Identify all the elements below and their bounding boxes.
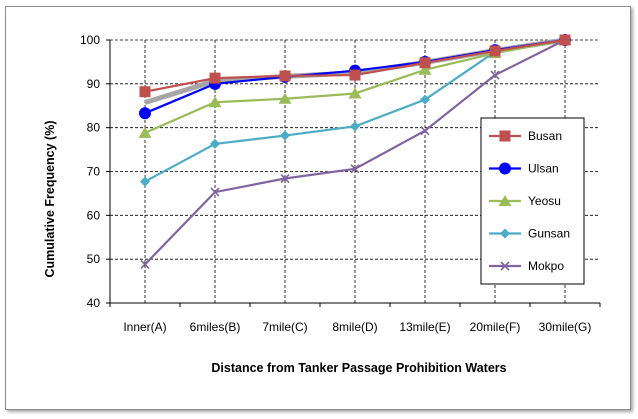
data-point [139, 86, 151, 98]
legend: Busan Ulsan Yeosu Gunsan Mokpo [480, 117, 585, 285]
x-tick-label: 8mile(D) [332, 320, 377, 334]
legend-label: Gunsan [528, 227, 570, 241]
data-point [280, 130, 290, 141]
data-point [138, 126, 152, 138]
y-tick-label: 70 [87, 165, 101, 179]
data-point [420, 94, 430, 105]
legend-marker [500, 261, 510, 271]
legend-entry-gunsan: Gunsan [489, 227, 570, 241]
axes [106, 39, 601, 307]
y-tick-labels: 40 50 60 70 80 90 100 [80, 33, 100, 310]
x-tick-label: 13mile(E) [399, 320, 450, 334]
legend-entry-yeosu: Yeosu [489, 194, 561, 208]
series-lines [138, 34, 572, 269]
data-point [140, 259, 150, 269]
data-point [348, 87, 362, 99]
data-point [489, 45, 501, 57]
x-tick-label: Inner(A) [123, 320, 166, 334]
series-busan [139, 34, 571, 98]
y-tick-label: 50 [87, 252, 101, 266]
x-tick-labels: Inner(A) 6miles(B) 7mile(C) 8mile(D) 13mile(… [123, 320, 591, 334]
data-point [349, 69, 361, 81]
legend-label: Yeosu [528, 194, 561, 208]
data-point [490, 70, 500, 80]
y-tick-label: 80 [87, 121, 101, 135]
y-tick-label: 100 [80, 33, 100, 47]
legend-entry-ulsan: Ulsan [489, 162, 559, 176]
data-point [210, 138, 220, 149]
legend-label: Ulsan [528, 162, 559, 176]
legend-marker [499, 162, 511, 175]
x-tick-label: 6miles(B) [190, 320, 241, 334]
data-point [420, 126, 430, 136]
data-point [350, 121, 360, 132]
legend-marker [499, 130, 511, 142]
x-tick-label: 20mile(F) [470, 320, 521, 334]
data-point [280, 173, 290, 184]
series-mokpo [140, 35, 570, 269]
y-tick-label: 60 [87, 208, 101, 222]
y-tick-label: 90 [87, 77, 101, 91]
legend-marker [498, 195, 512, 206]
data-point [278, 92, 292, 104]
x-axis-label: Distance from Tanker Passage Prohibition… [211, 361, 506, 375]
data-point [418, 63, 432, 75]
legend-marker [500, 228, 510, 239]
data-point [210, 187, 220, 197]
data-point [419, 57, 431, 69]
legend-label: Mokpo [528, 259, 564, 273]
data-point [209, 72, 221, 84]
data-point [279, 70, 291, 82]
x-tick-label: 7mile(C) [262, 320, 307, 334]
x-tick-label: 30mile(G) [539, 320, 592, 334]
legend-entry-mokpo: Mokpo [489, 259, 564, 273]
data-point [559, 34, 571, 46]
y-axis-label: Cumulative Frequency (%) [43, 121, 57, 278]
data-point [140, 176, 150, 187]
data-point [139, 107, 151, 120]
y-tick-label: 40 [87, 296, 101, 310]
legend-label: Busan [528, 129, 562, 143]
data-point [350, 164, 360, 174]
legend-entry-busan: Busan [489, 129, 562, 143]
data-point [208, 96, 222, 108]
